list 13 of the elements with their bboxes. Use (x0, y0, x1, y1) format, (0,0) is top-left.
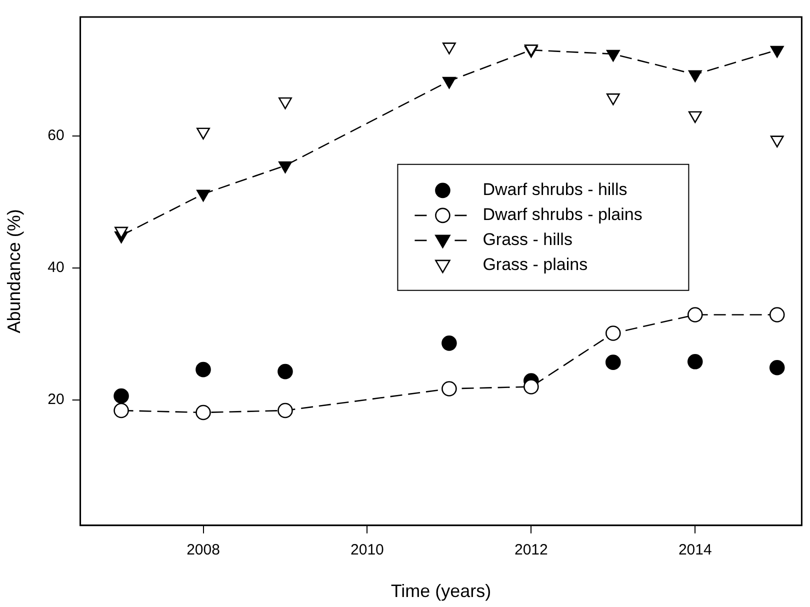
x-tick-label: 2008 (186, 542, 220, 559)
legend-label: Dwarf shrubs - hills (482, 180, 628, 200)
x-axis-title: Time (years) (390, 581, 492, 602)
y-tick-label: 60 (48, 126, 64, 144)
y-tick-label: 40 (48, 259, 64, 276)
y-axis-title: Abundance (%) (4, 209, 24, 334)
legend-label: Grass - plains (482, 255, 588, 274)
y-tick-label: 20 (48, 391, 64, 408)
legend-label: Dwarf shrubs - plains (482, 205, 642, 224)
legend-label: Grass - hills (482, 230, 572, 250)
x-tick-label: 2014 (678, 542, 712, 559)
x-tick-label: 2012 (514, 542, 548, 559)
x-tick-label: 2010 (350, 542, 384, 559)
